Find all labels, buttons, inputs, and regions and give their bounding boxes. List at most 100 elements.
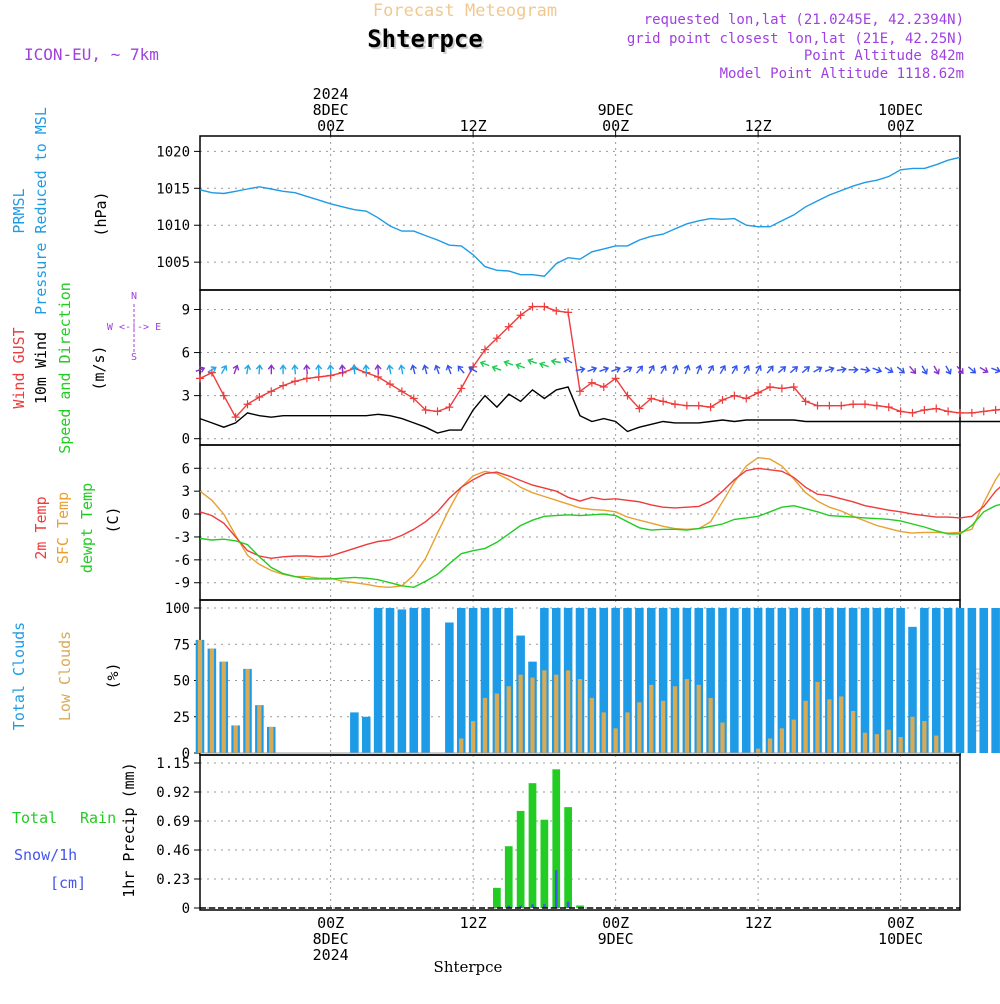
temperature-ytick-label: 3 bbox=[182, 484, 190, 500]
gust-marker bbox=[659, 397, 668, 406]
total-cloud-bar bbox=[848, 608, 858, 753]
gust-marker bbox=[730, 391, 739, 400]
wind-arrow bbox=[896, 366, 906, 374]
gust-marker bbox=[635, 404, 644, 413]
gust-marker bbox=[920, 405, 929, 414]
gust-marker bbox=[694, 401, 703, 410]
total-cloud-bar bbox=[350, 712, 359, 753]
total-cloud-bar bbox=[373, 608, 383, 753]
rain-bar bbox=[528, 783, 537, 908]
gust-marker bbox=[516, 311, 525, 320]
low-cloud-bar bbox=[470, 721, 476, 753]
wind-arrow bbox=[575, 366, 586, 374]
wind-arrow bbox=[433, 364, 441, 375]
total-cloud-bar bbox=[991, 608, 1000, 753]
gust-marker bbox=[504, 322, 513, 331]
clouds-label-total: Total Clouds bbox=[10, 622, 28, 730]
wind-arrow bbox=[410, 364, 417, 375]
pressure-ytick-label: 1010 bbox=[156, 218, 190, 234]
total-cloud-bar bbox=[361, 716, 371, 753]
temperature-ytick-label: -3 bbox=[173, 530, 190, 546]
low-cloud-bar bbox=[518, 674, 523, 753]
gust-marker bbox=[849, 400, 858, 409]
wind-arrow bbox=[479, 360, 490, 368]
low-cloud-bar bbox=[910, 716, 915, 753]
rain-bar bbox=[564, 807, 572, 908]
wind-arrow bbox=[695, 364, 703, 375]
sfc-temp-line bbox=[199, 456, 1000, 589]
gust-marker bbox=[884, 403, 893, 412]
gust-marker bbox=[457, 384, 466, 393]
low-cloud-bar bbox=[934, 735, 939, 753]
gust-marker bbox=[481, 345, 489, 354]
info-line-2: grid point closest lon,lat (21E, 42.25N) bbox=[627, 31, 964, 47]
wind-arrow bbox=[945, 365, 952, 375]
wind-arrow bbox=[743, 364, 750, 375]
wind-arrow bbox=[755, 364, 762, 375]
wind-arrow bbox=[836, 366, 847, 374]
pressure-ytick-label: 1020 bbox=[156, 144, 190, 160]
total-cloud-bar bbox=[741, 608, 751, 753]
gust-marker bbox=[896, 407, 905, 416]
rain-bar bbox=[504, 846, 513, 908]
wind-arrow bbox=[338, 364, 346, 375]
rain-bar bbox=[540, 819, 549, 908]
total-cloud-bar bbox=[397, 609, 407, 753]
top-time-label: 9DEC bbox=[598, 101, 634, 119]
bottom-time-label: 2024 bbox=[313, 946, 349, 964]
low-cloud-bar bbox=[506, 686, 511, 753]
snow-bar bbox=[543, 904, 546, 908]
temperature-panel: -9 -6 -3 0 3 6 bbox=[173, 444, 961, 601]
temperature-ytick-label: -9 bbox=[173, 576, 190, 592]
gust-marker bbox=[421, 405, 430, 414]
snow-bar bbox=[554, 870, 558, 908]
low-cloud-bar bbox=[874, 734, 880, 753]
wind-arrow bbox=[563, 357, 573, 364]
total-cloud-bar bbox=[646, 608, 656, 753]
wind-label-10m: 10m Wind bbox=[32, 332, 50, 404]
gust-marker bbox=[979, 407, 988, 416]
wind-arrow bbox=[468, 366, 478, 373]
low-cloud-bar bbox=[827, 699, 832, 753]
top-time-label: 12Z bbox=[745, 117, 772, 135]
top-time-label: 8DEC bbox=[313, 101, 349, 119]
precip-label-snow: Snow/1h bbox=[14, 846, 77, 864]
wind-arrow bbox=[195, 366, 206, 373]
snow-bar bbox=[507, 905, 511, 908]
low-cloud-bar bbox=[589, 697, 595, 753]
compass-n: N bbox=[131, 291, 137, 302]
gust-marker bbox=[196, 374, 204, 383]
info-line-4: Model Point Altitude 1118.62m bbox=[720, 66, 964, 82]
total-cloud-bar bbox=[920, 608, 929, 753]
info-line-3: Point Altitude 842m bbox=[804, 48, 964, 64]
precip-ytick-label: 0 bbox=[182, 901, 190, 917]
gust-marker bbox=[647, 394, 656, 403]
low-cloud-bar bbox=[601, 712, 606, 753]
low-cloud-bar bbox=[898, 737, 903, 753]
wind-arrow bbox=[232, 364, 240, 375]
total-cloud-bar bbox=[955, 608, 965, 753]
total-cloud-bar bbox=[718, 608, 727, 753]
precip-label-total: Total bbox=[12, 809, 57, 827]
gust-marker bbox=[789, 383, 798, 392]
total-cloud-bar bbox=[670, 608, 680, 753]
station-title-shadow: Shterpce bbox=[369, 27, 485, 55]
top-time-label: 12Z bbox=[460, 117, 487, 135]
low-cloud-bar bbox=[542, 670, 547, 753]
low-cloud-bar bbox=[233, 725, 238, 753]
wind-arrow bbox=[315, 364, 323, 375]
clouds-ytick-label: 0 bbox=[182, 746, 190, 762]
gust-marker bbox=[813, 401, 822, 410]
precip-ytick-label: 1.15 bbox=[156, 756, 190, 772]
low-cloud-bar bbox=[482, 697, 488, 753]
footer-station: Shterpce bbox=[434, 958, 503, 976]
temp-label-dewpt: dewpt Temp bbox=[78, 483, 96, 573]
temp-label-sfc: SFC Temp bbox=[54, 492, 72, 564]
total-cloud-bar bbox=[777, 608, 787, 753]
total-cloud-bar bbox=[979, 608, 989, 753]
total-cloud-bar bbox=[385, 608, 395, 753]
clouds-ytick-label: 100 bbox=[165, 601, 190, 617]
wind-arrow bbox=[362, 364, 370, 375]
wind-arrow bbox=[550, 358, 561, 366]
